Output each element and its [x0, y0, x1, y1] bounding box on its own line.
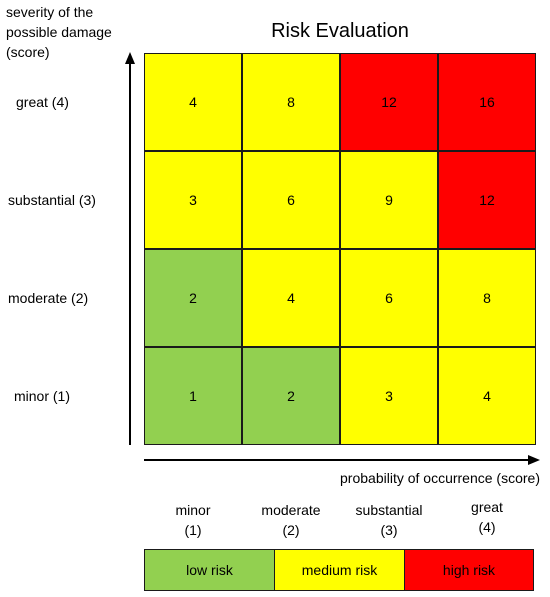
x-tick-label-line: (4) — [478, 519, 496, 535]
matrix-cell: 4 — [438, 347, 536, 445]
matrix-cell: 6 — [340, 249, 438, 347]
matrix-cell: 8 — [242, 53, 340, 151]
matrix-cell: 2 — [144, 249, 242, 347]
x-tick-label: minor (1) — [144, 500, 242, 540]
matrix-cell: 4 — [144, 53, 242, 151]
y-axis-title: severity of the possible damage (score) — [6, 4, 112, 60]
x-tick-label-line: great — [471, 499, 503, 515]
y-axis-arrow — [125, 52, 135, 64]
legend-item-medium: medium risk — [274, 549, 405, 591]
legend-item-high: high risk — [404, 549, 534, 591]
x-tick-label-line: minor — [175, 502, 211, 518]
x-tick-label-line: (3) — [380, 522, 398, 538]
x-axis-arrow — [528, 455, 540, 465]
x-tick-label-line: (1) — [184, 522, 202, 538]
y-tick-label: substantial (3) — [8, 192, 96, 208]
x-tick-label: moderate (2) — [242, 500, 340, 540]
x-axis-title: probability of occurrence (score) — [340, 470, 540, 486]
matrix-cell: 2 — [242, 347, 340, 445]
matrix-cell: 9 — [340, 151, 438, 249]
chart-title: Risk Evaluation — [271, 20, 409, 42]
matrix-cell: 6 — [242, 151, 340, 249]
y-tick-label: moderate (2) — [8, 290, 89, 306]
x-tick-label-line: moderate — [261, 502, 321, 518]
legend-item-low: low risk — [144, 549, 275, 591]
matrix-cell: 8 — [438, 249, 536, 347]
legend: low risk medium risk high risk — [144, 549, 534, 591]
matrix-cell: 16 — [438, 53, 536, 151]
y-tick-label: minor (1) — [14, 388, 71, 404]
x-tick-label: substantial (3) — [340, 500, 438, 540]
matrix-cell: 12 — [438, 151, 536, 249]
matrix-cell: 3 — [144, 151, 242, 249]
y-tick-label: great (4) — [16, 94, 69, 110]
x-tick-label-line: substantial — [355, 502, 423, 518]
risk-matrix: 4 8 12 16 3 6 9 12 2 4 6 8 1 2 3 4 — [144, 53, 536, 445]
x-tick-label: great (4) — [438, 497, 536, 537]
matrix-cell: 1 — [144, 347, 242, 445]
matrix-cell: 3 — [340, 347, 438, 445]
matrix-cell: 12 — [340, 53, 438, 151]
x-tick-label-line: (2) — [282, 522, 300, 538]
matrix-cell: 4 — [242, 249, 340, 347]
